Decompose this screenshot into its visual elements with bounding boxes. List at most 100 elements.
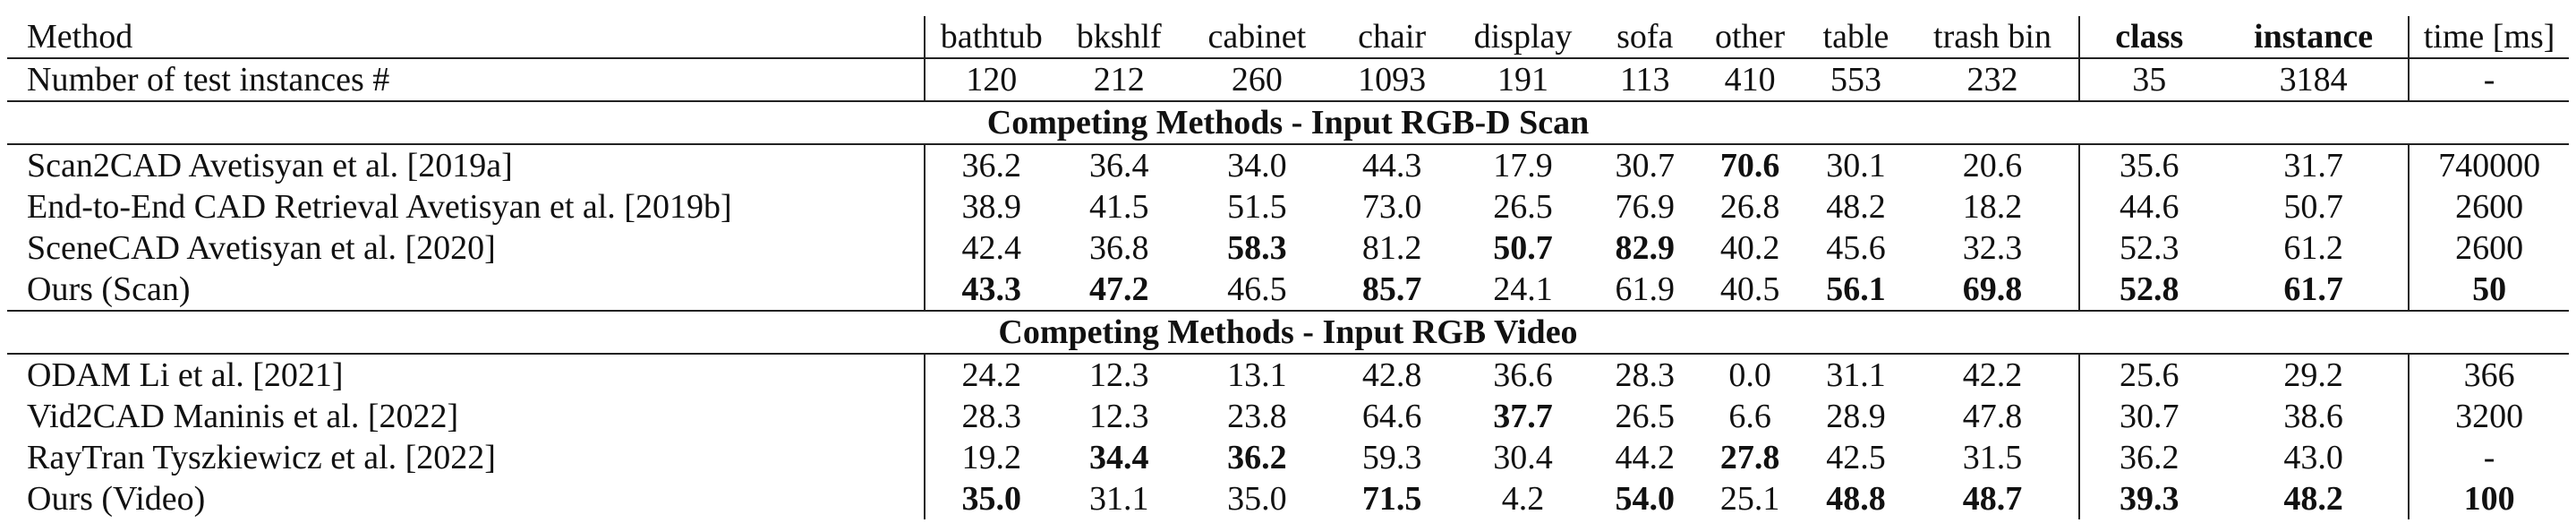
table-row: Ours (Video) 35.0 31.1 35.0 71.5 4.2 54.0 25.1 4… [7,478,2569,519]
method-name-cell: Vid2CAD Maninis et al. [2022] [7,396,926,437]
value-cell: 20.6 [1906,144,2080,186]
value-cell: 17.9 [1493,147,1553,184]
value-cell: 48.2 [1826,188,1886,226]
table-body: Number of test instances # 120 212 260 1… [7,58,2569,519]
value-cell: 61.2 [2218,227,2410,269]
value-cell: 61.7 [2218,269,2410,312]
value-cell: 366 [2463,356,2515,394]
value-cell: 36.6 [1493,356,1553,394]
column-header-time: time [ms] [2409,16,2569,59]
section-title: Competing Methods - Input RGB-D Scan [7,101,2569,145]
value-cell: 31.7 [2218,144,2410,186]
value-cell: 28.3 [1615,356,1676,394]
column-header-instance: instance [2218,16,2410,59]
value-cell: 70.6 [1719,147,1780,184]
value-cell: 2600 [2455,229,2524,267]
section-header-row: Competing Methods - Input RGB Video [7,311,2569,355]
count-cell: 260 [1181,58,1334,102]
value-cell: 34.0 [1227,147,1287,184]
column-header-trash-bin: trash bin [1906,16,2080,59]
value-cell: 42.4 [961,229,1021,267]
value-cell: 40.5 [1694,269,1805,312]
value-cell: 85.7 [1333,269,1452,312]
count-cell: 1093 [1333,58,1452,102]
value-cell: 29.2 [2218,354,2410,396]
value-cell: 37.7 [1493,398,1553,435]
method-name-cell: End-to-End CAD Retrieval Avetisyan et al… [7,186,926,227]
header-row: Method bathtub bkshlf cabinet chair disp… [7,16,2569,59]
value-cell: 50.7 [1493,229,1553,267]
method-name-cell: ODAM Li et al. [2021] [7,354,926,396]
count-cell: 410 [1694,58,1805,102]
value-cell: 30.7 [1615,147,1676,184]
section-header-row: Competing Methods - Input RGB-D Scan [7,101,2569,145]
column-header-display: display [1451,16,1595,59]
value-cell: 71.5 [1361,480,1422,518]
count-cell: 191 [1451,58,1595,102]
value-cell: 18.2 [1906,186,2080,227]
column-header-method: Method [7,16,926,59]
count-cell: 3184 [2218,58,2410,102]
table-row: End-to-End CAD Retrieval Avetisyan et al… [7,186,2569,227]
value-cell: 61.9 [1594,269,1695,312]
value-cell: 81.2 [1361,229,1422,267]
value-cell: 26.8 [1719,188,1780,226]
table-row: ODAM Li et al. [2021] 24.2 12.3 13.1 42.8 36.… [7,354,2569,396]
count-cell: - [2409,58,2569,102]
value-cell: 47.2 [1056,269,1181,312]
counts-row-label: Number of test instances # [7,58,926,102]
value-cell: 28.3 [961,398,1021,435]
value-cell: 46.5 [1181,269,1334,312]
value-cell: 0.0 [1728,356,1771,394]
value-cell: 43.0 [2218,437,2410,478]
value-cell: 2600 [2455,188,2524,226]
method-name-cell: SceneCAD Avetisyan et al. [2020] [7,227,926,269]
value-cell: - [2483,439,2495,476]
value-cell: 54.0 [1615,480,1676,518]
value-cell: 82.9 [1615,229,1676,267]
value-cell: 44.2 [1615,439,1676,476]
value-cell: 23.8 [1227,398,1287,435]
value-cell: 36.2 [1227,439,1287,476]
column-header-cabinet: cabinet [1181,16,1334,59]
value-cell: 35.6 [2120,147,2179,184]
value-cell: 51.5 [1227,188,1287,226]
value-cell: 3200 [2455,398,2524,435]
value-cell: 48.2 [2218,478,2410,519]
method-name-cell: Ours (Scan) [7,269,926,312]
value-cell: 19.2 [961,439,1021,476]
value-cell: 36.2 [2120,439,2179,476]
value-cell: 26.5 [1493,188,1553,226]
value-cell: 25.1 [1719,480,1780,518]
column-header-bkshlf: bkshlf [1056,16,1181,59]
column-header-sofa: sofa [1594,16,1695,59]
method-name-cell: Scan2CAD Avetisyan et al. [2019a] [7,144,926,186]
value-cell: 50 [2409,269,2569,312]
column-header-bathtub: bathtub [925,16,1057,59]
value-cell: 56.1 [1804,269,1907,312]
value-cell: 740000 [2438,147,2541,184]
value-cell: 32.3 [1906,227,2080,269]
column-header-chair: chair [1333,16,1452,59]
value-cell: 38.9 [961,188,1021,226]
value-cell: 35.0 [1227,480,1287,518]
value-cell: 44.6 [2120,188,2179,226]
value-cell: 59.3 [1361,439,1422,476]
count-cell: 212 [1056,58,1181,102]
value-cell: 12.3 [1088,398,1149,435]
value-cell: 30.4 [1493,439,1553,476]
value-cell: 42.2 [1906,354,2080,396]
value-cell: 24.2 [961,356,1021,394]
table-row: Vid2CAD Maninis et al. [2022] 28.3 12.3 23.… [7,396,2569,437]
column-header-class: class [2078,16,2219,59]
count-cell: 232 [1906,58,2080,102]
value-cell: 34.4 [1088,439,1149,476]
value-cell: 38.6 [2218,396,2410,437]
value-cell: 28.9 [1826,398,1886,435]
value-cell: 39.3 [2120,480,2179,518]
value-cell: 73.0 [1361,188,1422,226]
value-cell: 42.8 [1361,356,1422,394]
value-cell: 76.9 [1615,188,1676,226]
table-row: Scan2CAD Avetisyan et al. [2019a] 36.2 36.… [7,144,2569,186]
value-cell: 41.5 [1088,188,1149,226]
